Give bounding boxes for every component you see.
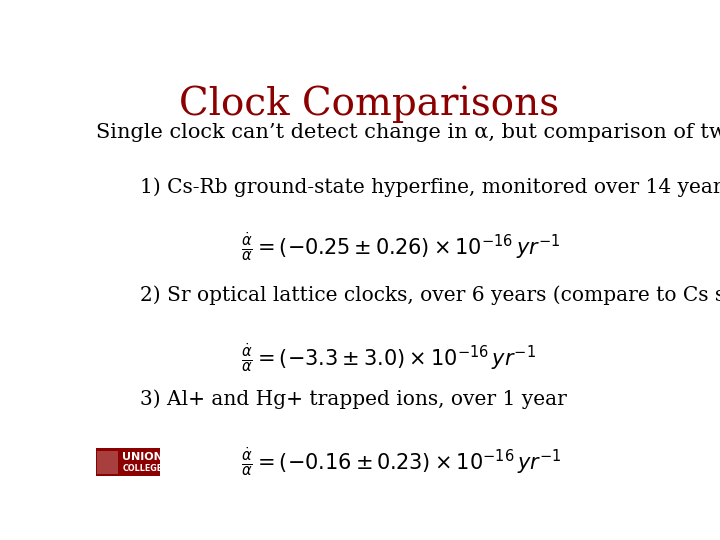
Text: 3) Al+ and Hg+ trapped ions, over 1 year: 3) Al+ and Hg+ trapped ions, over 1 year: [140, 389, 567, 409]
Text: $\frac{\dot{\alpha}}{\alpha} = (-0.25 \pm 0.26) \times 10^{-16} \, yr^{-1}$: $\frac{\dot{\alpha}}{\alpha} = (-0.25 \p…: [240, 231, 560, 264]
Text: Clock Comparisons: Clock Comparisons: [179, 85, 559, 123]
Text: UNION: UNION: [122, 452, 163, 462]
Text: 2) Sr optical lattice clocks, over 6 years (compare to Cs standard): 2) Sr optical lattice clocks, over 6 yea…: [140, 285, 720, 305]
FancyBboxPatch shape: [96, 448, 160, 476]
Text: 1) Cs-Rb ground-state hyperfine, monitored over 14 years: 1) Cs-Rb ground-state hyperfine, monitor…: [140, 177, 720, 197]
Text: $\frac{\dot{\alpha}}{\alpha} = (-3.3 \pm 3.0) \times 10^{-16} \, yr^{-1}$: $\frac{\dot{\alpha}}{\alpha} = (-3.3 \pm…: [240, 341, 536, 374]
Text: $\frac{\dot{\alpha}}{\alpha} = (-0.16 \pm 0.23) \times 10^{-16} \, yr^{-1}$: $\frac{\dot{\alpha}}{\alpha} = (-0.16 \p…: [240, 446, 561, 477]
FancyBboxPatch shape: [97, 451, 119, 474]
Text: COLLEGE: COLLEGE: [122, 464, 163, 474]
Text: Single clock can’t detect change in α, but comparison of two atoms can: Single clock can’t detect change in α, b…: [96, 123, 720, 142]
